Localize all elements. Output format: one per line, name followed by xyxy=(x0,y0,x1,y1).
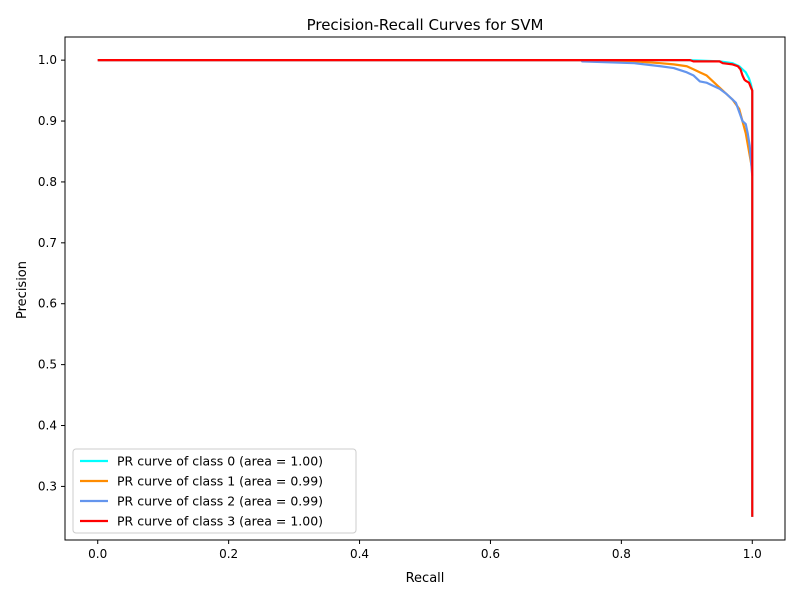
y-tick-label: 0.6 xyxy=(38,297,57,311)
x-tick-label: 0.2 xyxy=(219,547,238,561)
legend: PR curve of class 0 (area = 1.00) PR curv… xyxy=(72,448,357,534)
x-axis-label: Recall xyxy=(406,571,445,586)
x-tick-label: 0.4 xyxy=(350,547,369,561)
y-tick-label: 0.7 xyxy=(38,236,57,250)
axes-frame xyxy=(64,36,786,541)
axes-layer: 0.0 0.2 0.4 0.6 0.8 1.0 0.3 0.4 0.5 0.6 0.7 0.8 0.9 1… xyxy=(38,36,786,561)
legend-label-class-0: PR curve of class 0 (area = 1.00) xyxy=(117,454,323,469)
y-tick-label: 0.3 xyxy=(38,479,57,493)
y-tick-label: 0.4 xyxy=(38,419,57,433)
x-tick-label: 0.6 xyxy=(481,547,500,561)
y-tick-label: 0.9 xyxy=(38,114,57,128)
series-layer xyxy=(97,59,754,517)
series-line-class-1 xyxy=(97,59,754,170)
y-tick-label: 1.0 xyxy=(38,53,57,67)
legend-label-class-2: PR curve of class 2 (area = 0.99) xyxy=(117,494,323,509)
x-tick-label: 0.8 xyxy=(612,547,631,561)
y-tick-label: 0.5 xyxy=(38,358,57,372)
y-axis-label: Precision xyxy=(15,261,30,319)
series-line-class-3 xyxy=(97,59,754,517)
legend-label-class-3: PR curve of class 3 (area = 1.00) xyxy=(117,514,323,529)
series-line-class-2 xyxy=(97,59,754,176)
legend-label-class-1: PR curve of class 1 (area = 0.99) xyxy=(117,474,323,489)
x-tick-label: 0.0 xyxy=(88,547,107,561)
y-tick-label: 0.8 xyxy=(38,175,57,189)
legend-box xyxy=(72,448,357,534)
x-tick-label: 1.0 xyxy=(743,547,762,561)
chart-title: Precision-Recall Curves for SVM xyxy=(307,16,544,34)
